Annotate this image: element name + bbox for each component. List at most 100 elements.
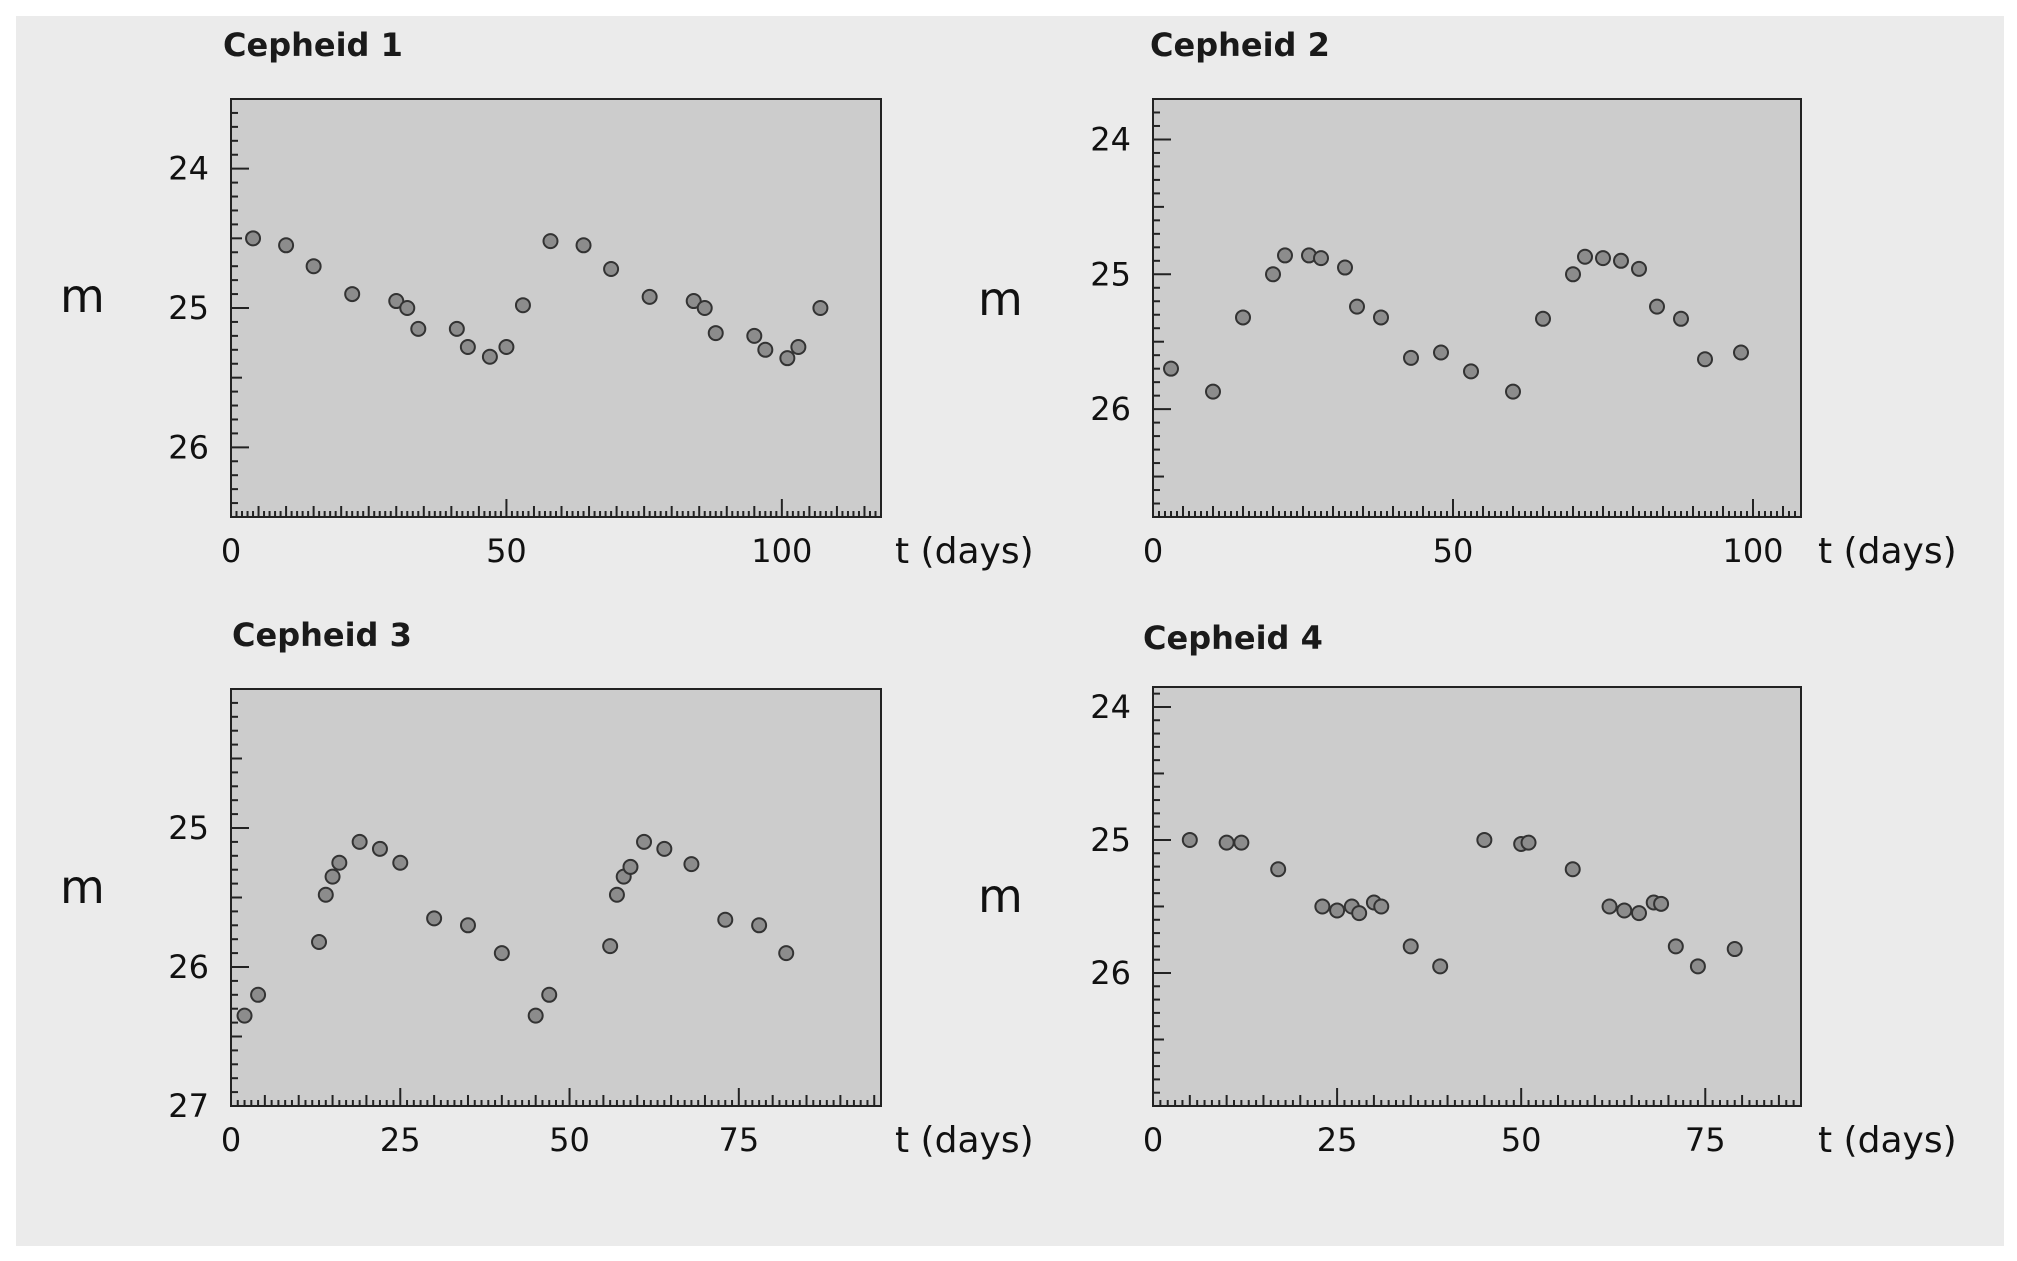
data-point xyxy=(603,260,620,277)
cepheid-3-points xyxy=(236,833,795,1024)
cepheid-4-plot-area xyxy=(1152,686,1802,1107)
data-point xyxy=(1520,834,1537,851)
data-point xyxy=(685,293,702,310)
data-point xyxy=(1726,941,1743,958)
cepheid-2-points xyxy=(1163,247,1749,400)
data-point xyxy=(1649,298,1665,315)
data-point xyxy=(250,986,267,1003)
data-point xyxy=(1476,831,1493,848)
x-tick-label: 50 xyxy=(1501,1121,1542,1159)
cepheid-1-y-label: m xyxy=(60,269,105,323)
data-point xyxy=(527,1007,544,1024)
cepheid-2-plot-area xyxy=(1152,98,1802,518)
data-point xyxy=(1697,351,1713,368)
data-point xyxy=(696,300,713,316)
data-point xyxy=(371,840,388,857)
data-point xyxy=(459,339,476,356)
data-point xyxy=(1733,344,1749,361)
data-point xyxy=(1233,834,1250,851)
data-point xyxy=(278,237,295,254)
x-tick-label: 0 xyxy=(221,1121,241,1159)
x-tick-label: 25 xyxy=(380,1121,421,1159)
data-point xyxy=(481,348,498,365)
x-tick-label: 0 xyxy=(1143,1121,1163,1159)
x-tick-label: 75 xyxy=(1685,1121,1726,1159)
data-point xyxy=(790,339,807,356)
data-point xyxy=(1432,958,1449,975)
data-point xyxy=(746,327,763,344)
data-point xyxy=(542,233,559,250)
data-point xyxy=(602,938,619,955)
data-point xyxy=(1631,905,1647,922)
cepheid-1-plot-area xyxy=(230,98,882,518)
y-tick-label: 26 xyxy=(1090,954,1131,992)
cepheid-2-tick-labels: 0 50 100 24 25 26 xyxy=(1090,120,1783,570)
data-point xyxy=(1595,250,1611,267)
data-point xyxy=(399,300,416,316)
cepheid-4-tick-labels: 0 25 50 75 24 25 26 xyxy=(1090,688,1725,1159)
x-tick-label: 0 xyxy=(1143,532,1163,570)
data-point xyxy=(1601,898,1618,915)
data-point xyxy=(236,1007,253,1024)
cepheid-3-panel: Cepheid 3 m t (days) 0 25 50 75 25 26 27 xyxy=(60,616,1034,1161)
data-point xyxy=(1565,266,1581,283)
data-point xyxy=(1433,344,1449,361)
cepheid-4-panel: Cepheid 4 m t (days) 0 25 50 75 24 25 26 xyxy=(978,619,1957,1161)
x-tick-label: 100 xyxy=(1722,532,1783,570)
x-tick-label: 75 xyxy=(718,1121,759,1159)
data-point xyxy=(1349,298,1365,315)
data-point xyxy=(622,858,639,875)
x-tick-label: 50 xyxy=(549,1121,590,1159)
data-point xyxy=(493,945,510,962)
cepheid-1-panel: Cepheid 1 m t (days) 0 50 100 24 25 26 xyxy=(60,26,1034,572)
data-point xyxy=(1373,898,1390,915)
data-point xyxy=(498,339,515,356)
data-point xyxy=(1277,247,1293,264)
data-point xyxy=(1613,252,1629,269)
data-point xyxy=(641,288,658,305)
data-point xyxy=(426,910,443,927)
data-point xyxy=(1351,905,1368,922)
data-point xyxy=(812,300,829,316)
cepheid-4-x-label: t (days) xyxy=(1818,1120,1957,1161)
y-tick-label: 26 xyxy=(1090,390,1131,428)
cepheid-1-x-label: t (days) xyxy=(895,531,1034,572)
data-point xyxy=(331,854,348,871)
y-tick-label: 24 xyxy=(1090,120,1131,158)
data-point xyxy=(459,917,476,934)
cepheid-4-ticks xyxy=(1152,692,1802,1107)
data-point xyxy=(1270,861,1287,878)
x-tick-label: 25 xyxy=(1317,1121,1358,1159)
data-point xyxy=(514,297,531,314)
cepheid-2-y-label: m xyxy=(978,272,1023,326)
y-tick-label: 25 xyxy=(168,809,209,847)
cepheid-3-title: Cepheid 3 xyxy=(232,616,412,654)
data-point xyxy=(575,237,592,254)
y-tick-label: 24 xyxy=(168,150,209,188)
data-point xyxy=(1463,363,1479,380)
data-point xyxy=(778,945,795,962)
x-tick-label: 50 xyxy=(486,532,527,570)
data-point xyxy=(388,293,405,310)
data-point xyxy=(707,325,724,342)
data-point xyxy=(1689,958,1706,975)
cepheid-2-x-label: t (days) xyxy=(1818,531,1957,572)
data-point xyxy=(1403,349,1419,366)
data-point xyxy=(1631,260,1647,277)
cepheid-4-title: Cepheid 4 xyxy=(1143,619,1323,657)
cepheid-2-title: Cepheid 2 xyxy=(1150,26,1330,64)
data-point xyxy=(656,840,673,857)
data-point xyxy=(683,856,700,873)
data-point xyxy=(1667,938,1684,955)
cepheid-3-ticks xyxy=(230,688,882,1107)
data-point xyxy=(448,320,465,337)
data-point xyxy=(636,833,653,850)
data-point xyxy=(1564,861,1581,878)
cepheid-2-ticks xyxy=(1152,98,1802,518)
data-point xyxy=(1205,383,1221,400)
y-tick-label: 27 xyxy=(168,1087,209,1125)
data-point xyxy=(1313,250,1329,267)
y-tick-label: 25 xyxy=(168,289,209,327)
data-point xyxy=(1616,902,1633,919)
